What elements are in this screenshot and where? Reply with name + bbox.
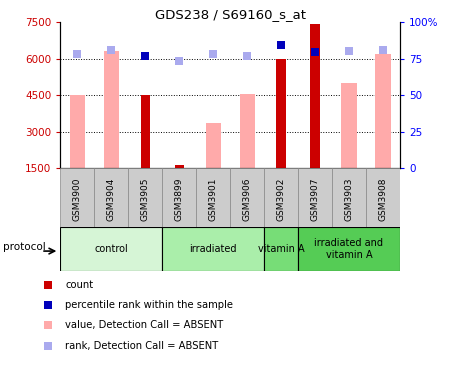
Bar <box>239 94 255 168</box>
Bar <box>276 59 286 168</box>
Title: GDS238 / S69160_s_at: GDS238 / S69160_s_at <box>155 8 306 21</box>
Text: GSM3899: GSM3899 <box>175 177 184 221</box>
Bar <box>162 227 264 271</box>
Text: GSM3908: GSM3908 <box>379 177 387 221</box>
Text: control: control <box>94 244 128 254</box>
Bar <box>206 123 221 168</box>
Text: protocol: protocol <box>3 242 46 252</box>
Text: GSM3901: GSM3901 <box>209 177 218 221</box>
Bar <box>70 95 85 168</box>
Bar <box>128 168 162 227</box>
Text: irradiated: irradiated <box>189 244 237 254</box>
Bar <box>332 168 366 227</box>
Text: irradiated and
vitamin A: irradiated and vitamin A <box>314 238 384 260</box>
Text: rank, Detection Call = ABSENT: rank, Detection Call = ABSENT <box>65 341 219 351</box>
Bar <box>94 168 128 227</box>
Bar <box>310 25 320 168</box>
Bar <box>264 168 298 227</box>
Bar <box>60 168 94 227</box>
Text: GSM3903: GSM3903 <box>345 177 353 221</box>
Bar <box>298 168 332 227</box>
Bar <box>264 227 298 271</box>
Bar <box>341 83 357 168</box>
Text: GSM3902: GSM3902 <box>277 177 286 221</box>
Bar <box>60 227 162 271</box>
Bar <box>298 227 400 271</box>
Bar <box>230 168 264 227</box>
Text: value, Detection Call = ABSENT: value, Detection Call = ABSENT <box>65 321 223 330</box>
Bar <box>174 165 184 168</box>
Bar <box>196 168 230 227</box>
Text: vitamin A: vitamin A <box>258 244 305 254</box>
Text: percentile rank within the sample: percentile rank within the sample <box>65 300 233 310</box>
Text: count: count <box>65 280 93 290</box>
Bar <box>375 54 391 168</box>
Bar <box>162 168 196 227</box>
Text: GSM3904: GSM3904 <box>107 177 116 221</box>
Text: GSM3906: GSM3906 <box>243 177 252 221</box>
Text: GSM3900: GSM3900 <box>73 177 82 221</box>
Bar <box>366 168 400 227</box>
Text: GSM3907: GSM3907 <box>311 177 319 221</box>
Text: GSM3905: GSM3905 <box>141 177 150 221</box>
Bar <box>104 51 119 168</box>
Bar <box>140 95 150 168</box>
